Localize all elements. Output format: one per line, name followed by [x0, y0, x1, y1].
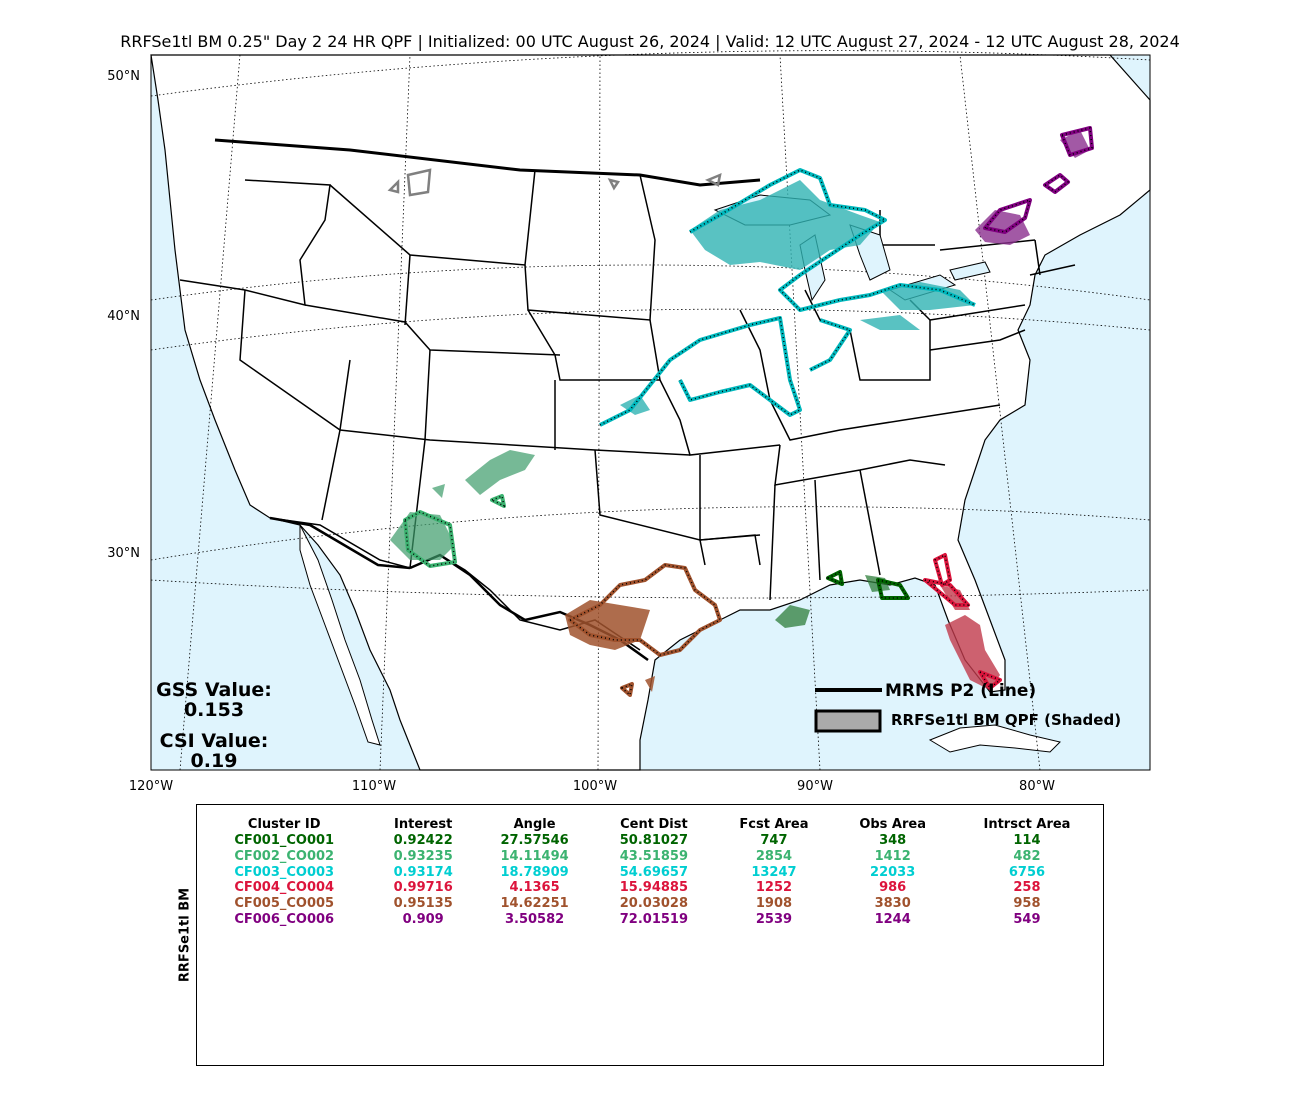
observed-outline-dots: [404, 127, 1093, 697]
table-cell: 50.81027: [619, 833, 689, 848]
header-cent-dist: Cent Dist: [620, 816, 688, 832]
table-cell: 747: [760, 833, 788, 848]
table-cell: 1252: [755, 880, 793, 896]
land-mass: [150, 54, 1151, 771]
table-cell: CF006_CO006: [234, 911, 335, 927]
gss-value: 0.153: [184, 699, 244, 721]
table-cell: 114: [1013, 833, 1041, 848]
table-row: CF006_CO006 0.909 3.50582 72.01519 2539 1244 5…: [197, 912, 1103, 928]
legend-fcst-label: RRFSe1tl BM QPF (Shaded): [891, 711, 1121, 729]
baja-peninsula: [299, 524, 381, 746]
table-cell: 4.1365: [509, 880, 560, 896]
table-cell: 22033: [870, 864, 916, 880]
table-cell: 20.03028: [619, 896, 689, 912]
table-cell: 14.11494: [500, 848, 569, 864]
lat-label-40: 40°N: [107, 309, 140, 324]
table-cell: 15.94885: [619, 880, 689, 896]
table-cell: 18.78909: [500, 864, 569, 880]
obs-outline-co001: [826, 570, 910, 600]
table-side-label: RRFSe1tl BM: [177, 887, 193, 983]
header-fcst-area: Fcst Area: [739, 816, 809, 832]
header-cluster-id: Cluster ID: [247, 816, 321, 832]
table-cell: 3830: [874, 896, 911, 912]
table-cell: 2854: [755, 848, 793, 864]
legend-obs-label: MRMS P2 (Line): [885, 681, 1036, 701]
table-cell: 0.95135: [393, 896, 453, 912]
lat-label-30: 30°N: [107, 546, 140, 561]
table-cell: CF001_CO001: [234, 833, 335, 848]
table-cell: CF002_CO002: [234, 848, 335, 864]
lon-label-120w: 120°W: [129, 779, 173, 794]
table-cell: 72.01519: [619, 911, 689, 927]
table-cell: 54.69657: [619, 864, 689, 880]
lon-label-90w: 90°W: [797, 779, 833, 794]
fcst-area-cf002: [390, 450, 535, 560]
table-cell: 348: [879, 833, 907, 848]
table-cell: 258: [1013, 880, 1041, 896]
lat-label-50: 50°N: [107, 69, 140, 84]
fcst-area-cf006: [975, 130, 1090, 245]
header-angle: Angle: [513, 816, 556, 832]
cuba-island: [928, 724, 1061, 753]
table-row: CF003_CO003 0.93174 18.78909 54.69657 13247 2…: [197, 865, 1103, 881]
table-cell: 0.92422: [393, 833, 453, 848]
unmatched-outlines: [387, 168, 722, 197]
table-cell: 2539: [755, 911, 793, 927]
table-cell: CF004_CO004: [234, 880, 335, 896]
forecast-shaded-areas: [390, 130, 1090, 692]
political-borders: [179, 138, 1076, 662]
lon-label-100w: 100°W: [573, 779, 617, 794]
table-cell: 13247: [751, 864, 797, 880]
table-cell: 0.93235: [393, 848, 453, 864]
table-cell: 0.909: [402, 911, 444, 927]
fcst-area-cf005: [565, 600, 655, 692]
table-cell: CF003_CO003: [234, 864, 335, 880]
cluster-stats-table: Cluster ID Interest Angle Cent Dist Fcst…: [197, 815, 1103, 928]
fcst-area-cf001: [775, 575, 890, 628]
cluster-stats-panel: Cluster ID Interest Angle Cent Dist Fcst…: [196, 804, 1104, 1066]
graticule: [150, 50, 1151, 771]
table-cell: 14.62251: [500, 896, 569, 912]
fcst-area-cf003: [620, 180, 975, 415]
table-row: CF002_CO002 0.93235 14.11494 43.51859 2854 14…: [197, 849, 1103, 865]
legend-fcst-swatch: [814, 709, 882, 733]
table-cell: 482: [1013, 848, 1041, 864]
csi-value: 0.19: [191, 750, 238, 772]
table-cell: 0.93174: [393, 864, 453, 880]
table-cell: 1244: [874, 911, 911, 927]
table-cell: 1908: [755, 896, 793, 912]
fcst-area-cf004: [940, 585, 1000, 690]
table-cell: 3.50582: [504, 911, 565, 927]
table-header-row: Cluster ID Interest Angle Cent Dist Fcst…: [197, 815, 1103, 833]
table-row: CF005_CO005 0.95135 14.62251 20.03028 1908 38…: [197, 896, 1103, 912]
map-title: RRFSe1tl BM 0.25" Day 2 24 HR QPF | Init…: [120, 32, 1180, 51]
lon-label-110w: 110°W: [352, 779, 396, 794]
table-cell: 43.51859: [619, 848, 689, 864]
table-cell: 1412: [874, 848, 911, 864]
table-cell: 6756: [1008, 864, 1046, 880]
table-cell: 986: [879, 880, 907, 896]
header-interest: Interest: [394, 816, 453, 832]
table-cell: 958: [1013, 896, 1041, 912]
gss-label: GSS Value:: [156, 679, 272, 701]
table-cell: 27.57546: [500, 833, 569, 848]
lon-label-80w: 80°W: [1019, 779, 1055, 794]
table-row: CF004_CO004 0.99716 4.1365 15.94885 1252 986 2…: [197, 880, 1103, 896]
table-cell: 549: [1013, 911, 1041, 927]
table-row: CF001_CO001 0.92422 27.57546 50.81027 747 348…: [197, 833, 1103, 849]
map-frame: [150, 54, 1151, 771]
table-cell: CF005_CO005: [234, 896, 335, 912]
csi-label: CSI Value:: [160, 730, 269, 752]
header-intrsct-area: Intrsct Area: [983, 816, 1071, 832]
table-cell: 0.99716: [393, 880, 453, 896]
qpf-verification-map: 50°N 40°N 30°N 120°W 110°W 100°W 90°W 80…: [107, 50, 1151, 794]
header-obs-area: Obs Area: [859, 816, 926, 832]
